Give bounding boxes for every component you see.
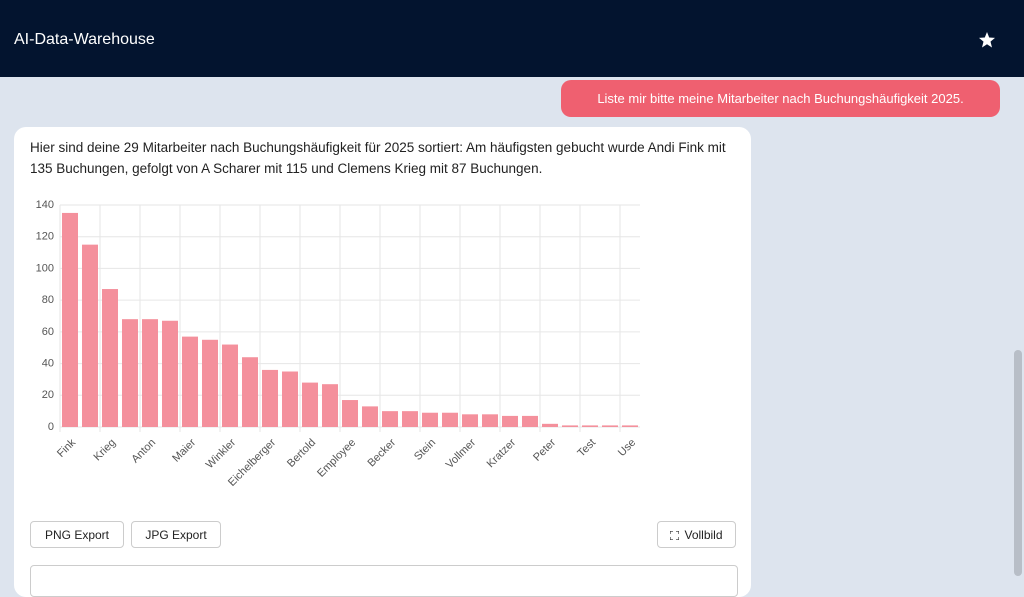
bar xyxy=(222,344,238,427)
app-title: AI-Data-Warehouse xyxy=(14,31,155,48)
y-tick-label: 60 xyxy=(42,326,54,338)
x-tick-label: Bertold xyxy=(285,437,318,470)
bar xyxy=(442,412,458,427)
chart: 0 20 40 60 80 100 120 140 Fink Krieg Anton Maier Win… xyxy=(36,199,640,489)
x-tick-label: Peter xyxy=(531,436,558,463)
x-tick-label: Kratzer xyxy=(485,436,519,470)
x-tick-label: Becker xyxy=(365,436,398,469)
bar xyxy=(302,382,318,427)
bar xyxy=(422,412,438,427)
x-tick-label: Winkler xyxy=(204,436,239,471)
bar xyxy=(582,425,598,427)
x-tick-label: Use xyxy=(616,437,638,459)
fullscreen-icon xyxy=(670,531,679,540)
x-tick-label: Krieg xyxy=(92,437,119,464)
x-tick-label: Anton xyxy=(129,437,158,466)
bar xyxy=(202,339,218,427)
chat-input[interactable] xyxy=(30,565,738,597)
jpg-export-button[interactable]: JPG Export xyxy=(131,521,221,548)
y-tick-label: 80 xyxy=(42,294,54,306)
bar xyxy=(402,411,418,427)
bar xyxy=(82,244,98,427)
bar xyxy=(362,406,378,427)
y-tick-label: 20 xyxy=(42,389,54,401)
x-tick-label: Stein xyxy=(412,437,438,463)
bar xyxy=(242,357,258,427)
header: AI-Data-Warehouse xyxy=(0,0,1024,77)
bar xyxy=(282,371,298,427)
bar xyxy=(142,319,158,427)
x-tick-label: Fink xyxy=(55,436,79,460)
bar xyxy=(382,411,398,427)
fullscreen-button[interactable]: Vollbild xyxy=(657,521,736,548)
bar xyxy=(322,384,338,427)
bar xyxy=(162,320,178,427)
fullscreen-label: Vollbild xyxy=(684,528,723,542)
bar xyxy=(622,425,638,427)
scrollbar[interactable] xyxy=(1014,350,1022,576)
y-tick-label: 0 xyxy=(48,421,54,433)
x-tick-label: Test xyxy=(575,437,598,460)
bar xyxy=(122,319,138,427)
bar xyxy=(262,369,278,427)
bar xyxy=(182,336,198,427)
bar xyxy=(62,212,78,427)
bar xyxy=(522,415,538,427)
y-tick-label: 100 xyxy=(36,262,54,274)
x-tick-label: Maier xyxy=(170,436,198,464)
bar xyxy=(562,425,578,427)
y-tick-label: 140 xyxy=(36,199,54,211)
bar xyxy=(502,415,518,427)
bar xyxy=(102,289,118,427)
bar xyxy=(482,414,498,427)
y-tick-label: 120 xyxy=(36,231,54,243)
x-tick-label: Employee xyxy=(315,437,358,480)
y-tick-label: 40 xyxy=(42,357,54,369)
assistant-message: Hier sind deine 29 Mitarbeiter nach Buch… xyxy=(30,140,726,176)
bar xyxy=(542,423,558,427)
x-tick-label: Vollmer xyxy=(444,436,479,471)
bar xyxy=(462,414,478,427)
user-message: Liste mir bitte meine Mitarbeiter nach B… xyxy=(561,80,1000,117)
bar xyxy=(602,425,618,427)
bar xyxy=(342,400,358,427)
star-icon[interactable] xyxy=(978,31,996,49)
png-export-button[interactable]: PNG Export xyxy=(30,521,124,548)
